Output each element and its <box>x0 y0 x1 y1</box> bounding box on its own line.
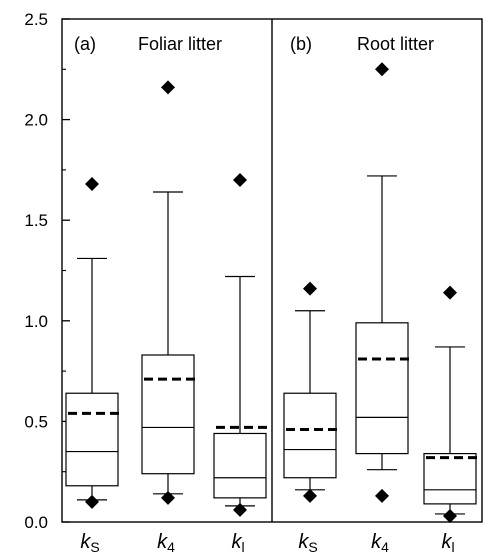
y-axis: 0.0 0.5 1.0 1.5 2.0 2.5 <box>24 10 70 532</box>
category-label-main: k <box>80 531 91 552</box>
outlier-diamond <box>443 285 457 300</box>
category-label: kl <box>231 531 244 552</box>
category-label: k4 <box>371 531 389 552</box>
outlier-diamond <box>375 62 389 77</box>
panel-label: (b) <box>290 34 312 54</box>
iqr-box <box>141 354 195 475</box>
iqr-box <box>423 452 477 505</box>
category-label-subscript: l <box>451 539 454 552</box>
iqr-box <box>283 392 337 479</box>
panel-title: Root litter <box>357 34 434 54</box>
category-label-subscript: 4 <box>381 539 389 552</box>
box-group: k4 <box>141 80 198 552</box>
category-label-main: k <box>298 531 309 552</box>
panel-title: Foliar litter <box>138 34 222 54</box>
outlier-diamond <box>303 488 317 503</box>
category-label: k4 <box>157 531 175 552</box>
y-tick-label: 2.0 <box>24 111 48 130</box>
category-label-subscript: l <box>241 539 244 552</box>
box-group: kl <box>423 285 480 552</box>
category-label: kl <box>441 531 454 552</box>
outlier-diamond <box>161 490 175 505</box>
box-group: kS <box>65 176 122 552</box>
category-label-subscript: S <box>90 539 99 552</box>
category-label-main: k <box>231 531 242 552</box>
category-label: kS <box>80 531 99 552</box>
outlier-diamond <box>375 488 389 503</box>
outlier-diamond <box>233 502 247 517</box>
category-label-subscript: 4 <box>167 539 175 552</box>
y-tick-label: 1.5 <box>24 211 48 230</box>
iqr-box <box>213 432 267 499</box>
category-label-subscript: S <box>308 539 317 552</box>
category-label: kS <box>298 531 317 552</box>
outlier-diamond <box>85 494 99 509</box>
y-tick-label: 1.0 <box>24 312 48 331</box>
outlier-diamond <box>233 172 247 187</box>
outlier-diamond <box>443 508 457 523</box>
iqr-box <box>355 322 409 455</box>
y-tick-label: 2.5 <box>24 10 48 29</box>
box-group: k4 <box>355 62 412 552</box>
iqr-box <box>65 392 119 487</box>
panel-label: (a) <box>74 34 96 54</box>
box-group: kl <box>213 172 270 552</box>
box-group: kS <box>283 281 340 552</box>
outlier-diamond <box>85 176 99 191</box>
y-tick-label: 0.0 <box>24 513 48 532</box>
outlier-diamond <box>161 80 175 95</box>
category-label-main: k <box>371 531 382 552</box>
category-label-main: k <box>157 531 168 552</box>
category-label-main: k <box>441 531 452 552</box>
outlier-diamond <box>303 281 317 296</box>
y-tick-label: 0.5 <box>24 412 48 431</box>
